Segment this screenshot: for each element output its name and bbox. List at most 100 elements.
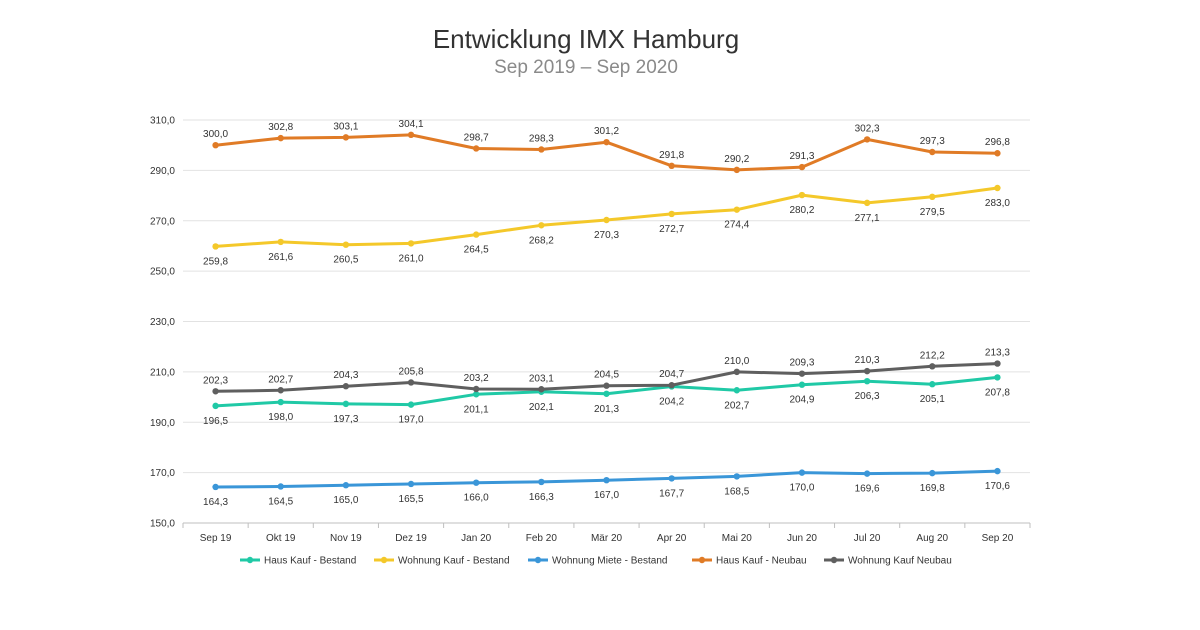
data-point <box>668 475 675 482</box>
data-point <box>472 385 480 393</box>
data-label: 202,7 <box>268 374 293 385</box>
data-label: 167,7 <box>659 488 684 499</box>
data-point <box>603 138 610 146</box>
y-tick-label: 310,0 <box>150 116 175 127</box>
data-label: 261,0 <box>399 253 424 264</box>
data-label: 197,0 <box>399 415 424 426</box>
data-point <box>342 400 350 408</box>
x-tick-label: Dez 19 <box>395 533 427 544</box>
data-labels: 196,5 198,0 197,3 197,0 201,1 202,1 201,3 204,2… <box>203 119 1010 508</box>
data-label: 280,2 <box>789 205 814 216</box>
data-point <box>798 381 806 388</box>
data-point <box>407 131 415 139</box>
y-tick-label: 190,0 <box>150 418 175 429</box>
data-point <box>929 363 936 370</box>
data-label: 164,3 <box>203 497 228 508</box>
data-label: 202,7 <box>724 400 749 411</box>
data-label: 301,2 <box>594 126 619 137</box>
data-point <box>929 193 936 201</box>
x-tick-label: Sep 19 <box>200 533 232 544</box>
data-point <box>733 387 741 394</box>
data-label: 210,3 <box>855 355 880 366</box>
data-point <box>798 163 806 171</box>
data-label: 197,3 <box>333 414 358 425</box>
data-label: 204,9 <box>789 395 814 406</box>
data-point <box>603 476 610 484</box>
data-label: 272,7 <box>659 224 684 235</box>
legend-label: Haus Kauf - Bestand <box>264 556 356 567</box>
data-label: 205,8 <box>399 366 424 377</box>
data-label: 302,8 <box>268 122 293 133</box>
data-label: 304,1 <box>399 119 424 130</box>
legend-label: Wohnung Kauf - Bestand <box>398 556 510 567</box>
x-tick-label: Sep 20 <box>982 533 1014 544</box>
data-point <box>212 141 219 149</box>
series-layer <box>212 131 1001 491</box>
x-tick-label: Jul 20 <box>854 533 881 544</box>
data-label: 204,7 <box>659 369 684 380</box>
data-point <box>277 387 284 394</box>
data-label: 207,8 <box>985 387 1010 398</box>
data-point <box>863 199 871 207</box>
data-point <box>994 374 1001 381</box>
data-label: 201,3 <box>594 404 619 415</box>
data-label: 213,3 <box>985 348 1010 359</box>
data-label: 277,1 <box>855 213 880 224</box>
data-label: 165,5 <box>399 494 424 505</box>
x-tick-label: Okt 19 <box>266 533 296 544</box>
data-point <box>733 368 741 376</box>
data-label: 264,5 <box>464 245 489 256</box>
data-label: 210,0 <box>724 356 749 367</box>
y-tick-label: 230,0 <box>150 317 175 328</box>
data-label: 268,2 <box>529 235 554 246</box>
data-label: 209,3 <box>789 358 814 369</box>
data-point <box>342 134 350 141</box>
x-tick-label: Mai 20 <box>722 533 752 544</box>
data-point <box>863 377 871 385</box>
data-label: 291,8 <box>659 150 684 161</box>
data-point <box>538 478 545 486</box>
x-tick-label: Apr 20 <box>657 533 687 544</box>
data-point <box>929 381 936 388</box>
data-point <box>277 398 284 406</box>
data-point <box>603 382 610 389</box>
data-point <box>798 370 806 377</box>
data-point <box>929 148 936 156</box>
data-point <box>212 483 219 491</box>
data-label: 274,4 <box>724 220 749 231</box>
data-label: 203,1 <box>529 373 554 384</box>
data-point <box>603 216 610 224</box>
legend-label: Wohnung Miete - Bestand <box>552 556 667 567</box>
data-label: 204,2 <box>659 396 684 407</box>
data-point <box>798 191 806 199</box>
data-point <box>342 241 350 248</box>
legend-label: Wohnung Kauf Neubau <box>848 556 952 567</box>
chart-subtitle: Sep 2019 – Sep 2020 <box>494 57 678 78</box>
data-label: 205,1 <box>920 394 945 405</box>
data-point <box>538 222 545 229</box>
data-label: 204,3 <box>333 370 358 381</box>
data-label: 296,8 <box>985 137 1010 148</box>
x-tick-label: Aug 20 <box>916 533 948 544</box>
data-point <box>472 145 480 152</box>
data-label: 279,5 <box>920 207 945 218</box>
data-label: 167,0 <box>594 490 619 501</box>
data-label: 261,6 <box>268 252 293 263</box>
data-point <box>733 206 741 213</box>
data-label: 165,0 <box>333 495 358 506</box>
y-axis: 150,0 170,0 190,0 210,0 230,0 250,0 270,0 290,0… <box>150 116 175 530</box>
data-label: 169,8 <box>920 483 945 494</box>
legend-marker <box>698 556 706 564</box>
data-point <box>472 391 480 398</box>
data-label: 290,2 <box>724 154 749 165</box>
data-label: 196,5 <box>203 416 228 427</box>
data-point <box>342 383 350 390</box>
y-tick-label: 250,0 <box>150 267 175 278</box>
data-label: 259,8 <box>203 256 228 267</box>
data-point <box>212 388 219 395</box>
gridlines <box>183 119 1030 524</box>
x-tick-label: Nov 19 <box>330 533 362 544</box>
x-tick-label: Jun 20 <box>787 533 817 544</box>
y-tick-label: 170,0 <box>150 468 175 479</box>
data-point <box>212 243 219 250</box>
